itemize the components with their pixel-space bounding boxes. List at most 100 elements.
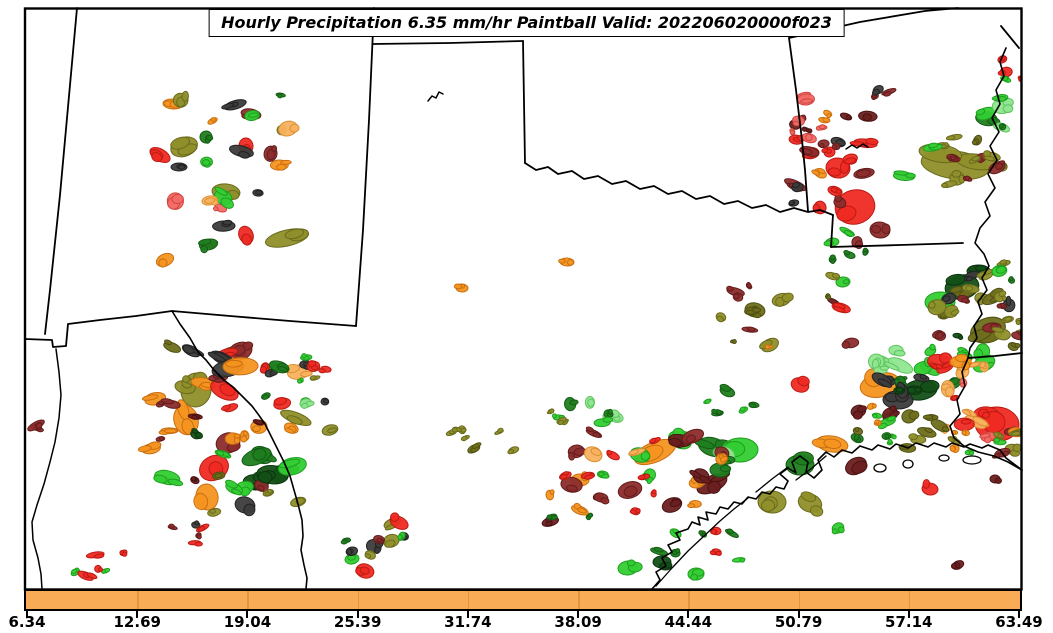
precip-blob xyxy=(606,449,620,461)
precip-blob xyxy=(262,488,275,497)
precip-blob xyxy=(494,427,504,435)
precip-blob xyxy=(190,428,204,440)
precip-blob xyxy=(821,146,836,158)
colorbar-segment-divider xyxy=(798,591,801,609)
precip-blob xyxy=(167,523,178,531)
precip-blob xyxy=(207,507,222,517)
precip-blob xyxy=(962,175,973,182)
precip-blob xyxy=(791,181,804,193)
precip-blob xyxy=(871,84,884,96)
lake-outline xyxy=(938,454,950,462)
precip-blob xyxy=(240,430,250,443)
precip-blob xyxy=(149,147,171,163)
precip-blob xyxy=(268,360,290,374)
precip-blob xyxy=(283,422,299,434)
precip-blob xyxy=(839,226,855,238)
precip-blob xyxy=(1002,295,1016,313)
lake-outline xyxy=(962,455,982,465)
precip-blob xyxy=(221,403,239,413)
precip-blob xyxy=(27,419,45,432)
state-boundaries-layer xyxy=(24,7,1023,590)
precip-blob xyxy=(957,295,971,304)
precip-blob xyxy=(160,398,181,409)
precip-blob xyxy=(200,156,214,168)
precip-blob xyxy=(224,432,241,445)
precip-blob xyxy=(892,170,916,181)
precip-blob xyxy=(703,398,712,405)
precip-blob xyxy=(961,408,977,418)
lake-outline xyxy=(902,459,914,469)
precip-blob xyxy=(881,87,897,97)
precip-blob xyxy=(831,142,841,151)
precip-blob xyxy=(259,362,270,374)
precip-blob xyxy=(845,456,868,476)
precip-blob xyxy=(581,471,596,480)
precip-blob xyxy=(924,343,937,357)
precip-blob xyxy=(153,469,184,487)
precip-blob xyxy=(85,551,105,559)
precip-blob xyxy=(811,167,827,179)
precip-blob xyxy=(952,332,964,340)
precip-blob xyxy=(835,276,851,288)
precip-blob xyxy=(193,483,219,511)
precip-blob xyxy=(214,186,234,209)
precip-blob xyxy=(788,199,800,207)
precip-blob xyxy=(979,431,996,444)
precip-blob xyxy=(771,292,794,307)
precip-blob xyxy=(797,491,824,517)
precip-blob xyxy=(137,441,162,455)
precip-blob xyxy=(453,283,469,293)
precip-blob xyxy=(560,476,583,493)
precip-blob xyxy=(545,489,555,501)
colorbar-segment-divider xyxy=(467,591,470,609)
precip-blob xyxy=(234,496,256,517)
precip-blob xyxy=(741,326,759,333)
precip-blob xyxy=(858,110,878,122)
precip-blob xyxy=(833,194,847,209)
precip-blob xyxy=(617,481,643,499)
state-border xyxy=(522,40,526,164)
precip-blob xyxy=(867,353,885,370)
precip-blob xyxy=(801,126,813,134)
precip-blob xyxy=(155,252,175,268)
precip-blob xyxy=(507,446,520,455)
state-border xyxy=(372,40,524,45)
precip-blob xyxy=(842,153,858,165)
precip-blob xyxy=(949,353,972,371)
precip-blob xyxy=(318,365,332,374)
river-border xyxy=(524,162,834,216)
precip-blob xyxy=(764,344,774,350)
colorbar-segment-divider xyxy=(578,591,580,609)
precip-blob xyxy=(221,99,247,111)
precip-blob xyxy=(564,397,579,412)
precip-blob xyxy=(649,437,661,445)
precip-blob xyxy=(930,418,950,433)
precip-blob xyxy=(968,155,981,164)
precip-blob xyxy=(709,548,722,556)
gulf-coastline xyxy=(651,442,1023,590)
precip-blob xyxy=(961,284,980,294)
precip-blob xyxy=(170,136,198,158)
precip-blob xyxy=(190,476,200,485)
state-border xyxy=(967,352,1023,359)
precip-blob xyxy=(843,249,856,259)
barrier-island xyxy=(655,497,749,587)
precip-blob xyxy=(967,361,983,368)
precip-blob xyxy=(558,257,575,267)
precip-blob xyxy=(546,408,555,415)
precip-blob xyxy=(364,550,376,560)
precip-blob xyxy=(321,424,339,436)
precip-blob xyxy=(603,408,614,419)
precip-blob xyxy=(585,512,594,521)
precip-blob-layer xyxy=(27,55,1021,581)
precip-blob xyxy=(195,532,202,540)
precip-blob xyxy=(719,383,736,398)
precip-blob xyxy=(300,353,313,361)
precip-blob xyxy=(181,375,195,389)
precip-blob xyxy=(201,195,219,206)
state-border xyxy=(830,242,964,248)
precip-blob xyxy=(944,304,960,319)
precip-blob xyxy=(252,189,264,197)
precip-blob xyxy=(978,361,990,373)
